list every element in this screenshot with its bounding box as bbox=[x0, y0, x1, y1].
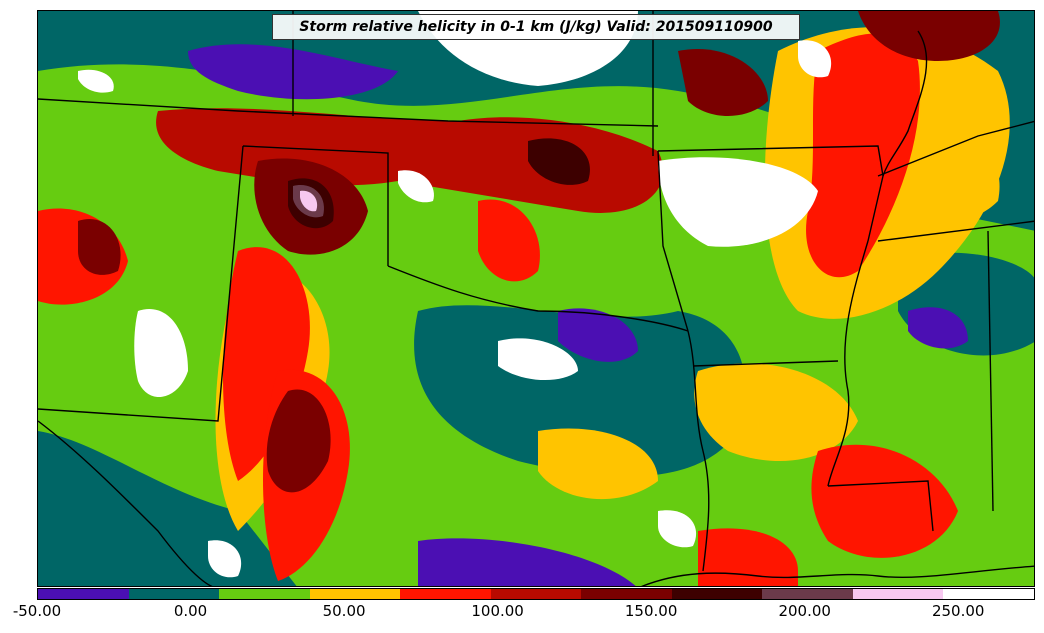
field-white-nw bbox=[78, 69, 114, 93]
field-maroon-top-right bbox=[858, 11, 1000, 61]
field-purple-center bbox=[558, 308, 638, 362]
colorbar-tick-label: 50.00 bbox=[322, 602, 366, 620]
field-white-center bbox=[498, 338, 578, 381]
colorbar-tick-label: 100.00 bbox=[471, 602, 524, 620]
field-red-coast bbox=[698, 528, 798, 586]
field-purple-south bbox=[418, 538, 636, 586]
colorbar-tick-label: 150.00 bbox=[624, 602, 678, 620]
field-red-northeast bbox=[806, 33, 920, 278]
colorbar-segment bbox=[38, 589, 129, 599]
border-ms-al bbox=[987, 230, 994, 512]
field-purple-east bbox=[908, 307, 968, 349]
border-ok-panhandle bbox=[242, 145, 389, 266]
colorbar-tick-label: -50.00 bbox=[12, 602, 62, 620]
border-ks-ne bbox=[38, 98, 659, 127]
border-ar-ok bbox=[657, 150, 689, 332]
helicity-map bbox=[37, 10, 1035, 587]
field-pink-core bbox=[300, 190, 318, 212]
field-maroon-north bbox=[678, 49, 768, 116]
field-red-west bbox=[223, 247, 310, 481]
field-red-southeast bbox=[811, 444, 958, 558]
colorbar-segment bbox=[128, 589, 220, 599]
colorbar-tick-label: 0.00 bbox=[173, 602, 208, 620]
border-nm bbox=[38, 145, 244, 422]
colorbar-segment bbox=[671, 589, 763, 599]
border-ar-mo bbox=[657, 145, 884, 242]
border-tn-ms bbox=[877, 220, 1034, 242]
colorbar-segment bbox=[943, 589, 1035, 599]
field-white-ne bbox=[798, 40, 832, 78]
map-title: Storm relative helicity in 0-1 km (J/kg)… bbox=[272, 14, 800, 40]
coastline bbox=[641, 565, 1034, 586]
field-maroon-southwest bbox=[266, 389, 331, 493]
border-la-ms bbox=[827, 480, 934, 532]
colorbar-segment bbox=[400, 589, 491, 599]
field-yellow-east bbox=[694, 363, 858, 461]
colorbar bbox=[37, 588, 1035, 600]
border-tx-la bbox=[687, 330, 710, 572]
colorbar-segment bbox=[762, 589, 853, 599]
field-red-central bbox=[478, 199, 540, 282]
field-maroon-far-west bbox=[78, 219, 121, 275]
colorbar-tick-labels: -50.00 0.00 50.00 100.00 150.00 200.00 250.00 bbox=[0, 602, 1044, 626]
colorbar-segment bbox=[490, 589, 582, 599]
border-il-mo bbox=[882, 30, 928, 177]
field-white-ok bbox=[398, 170, 434, 203]
colorbar-segment bbox=[852, 589, 944, 599]
field-teal-center bbox=[414, 305, 746, 477]
border-ky-tn bbox=[877, 120, 1034, 177]
colorbar-segment bbox=[219, 589, 310, 599]
field-white-coast bbox=[658, 510, 697, 548]
colorbar-tick-label: 250.00 bbox=[931, 602, 985, 620]
map-canvas bbox=[38, 11, 1034, 586]
field-yellow-south bbox=[538, 428, 658, 500]
field-yellow-tn bbox=[918, 138, 1000, 219]
border-ar-la bbox=[692, 360, 839, 367]
colorbar-segment bbox=[581, 589, 672, 599]
field-darkest-central bbox=[528, 138, 590, 185]
colorbar-segment bbox=[309, 589, 401, 599]
border-red-river bbox=[387, 265, 689, 332]
field-white-arkansas bbox=[658, 157, 818, 247]
field-white-south bbox=[208, 540, 242, 578]
border-mississippi bbox=[827, 240, 869, 487]
colorbar-tick-label: 200.00 bbox=[778, 602, 831, 620]
state-boundaries bbox=[38, 11, 1034, 586]
field-white-west bbox=[134, 309, 188, 398]
border-rio-grande bbox=[38, 420, 213, 586]
field-darkred-band bbox=[156, 108, 664, 213]
